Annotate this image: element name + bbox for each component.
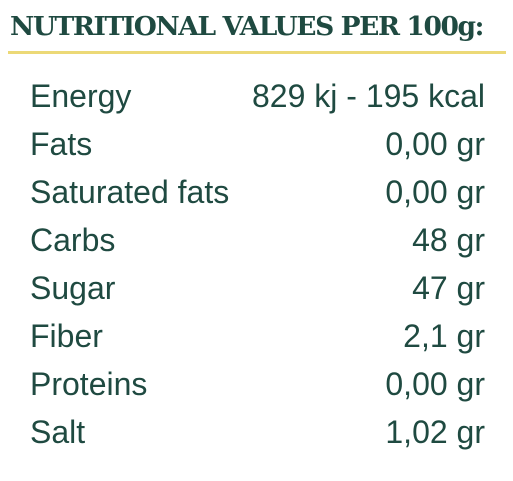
nutrient-label: Saturated fats [30,174,230,210]
nutrition-row-energy: Energy 829 kj - 195 kcal [30,72,485,120]
nutrient-value: 0,00 gr [385,174,485,210]
nutrient-value: 829 kj - 195 kcal [251,78,485,114]
nutrient-label: Sugar [30,270,116,306]
nutrition-row-salt: Salt 1,02 gr [30,408,485,456]
nutrition-row-proteins: Proteins 0,00 gr [30,360,485,408]
nutrition-row-carbs: Carbs 48 gr [30,216,485,264]
nutrition-row-fats: Fats 0,00 gr [30,120,485,168]
nutrition-row-saturated-fats: Saturated fats 0,00 gr [30,168,485,216]
nutrition-row-sugar: Sugar 47 gr [30,264,485,312]
nutrient-value: 48 gr [412,222,485,258]
nutrient-value: 47 gr [412,270,485,306]
nutrient-value: 0,00 gr [385,366,485,402]
nutrition-table: Energy 829 kj - 195 kcal Fats 0,00 gr Sa… [30,72,485,456]
nutrient-value: 0,00 gr [385,126,485,162]
nutrient-label: Salt [30,414,86,450]
nutrient-label: Carbs [30,222,116,258]
nutrient-value: 1,02 gr [385,414,485,450]
nutrition-heading: NUTRITIONAL VALUES PER 100g: [10,11,484,42]
heading-divider [8,51,506,54]
nutrient-label: Fiber [30,318,103,354]
nutrient-label: Energy [30,78,132,114]
nutrient-label: Proteins [30,366,148,402]
nutrient-value: 2,1 gr [403,318,485,354]
nutrition-row-fiber: Fiber 2,1 gr [30,312,485,360]
nutrient-label: Fats [30,126,93,162]
